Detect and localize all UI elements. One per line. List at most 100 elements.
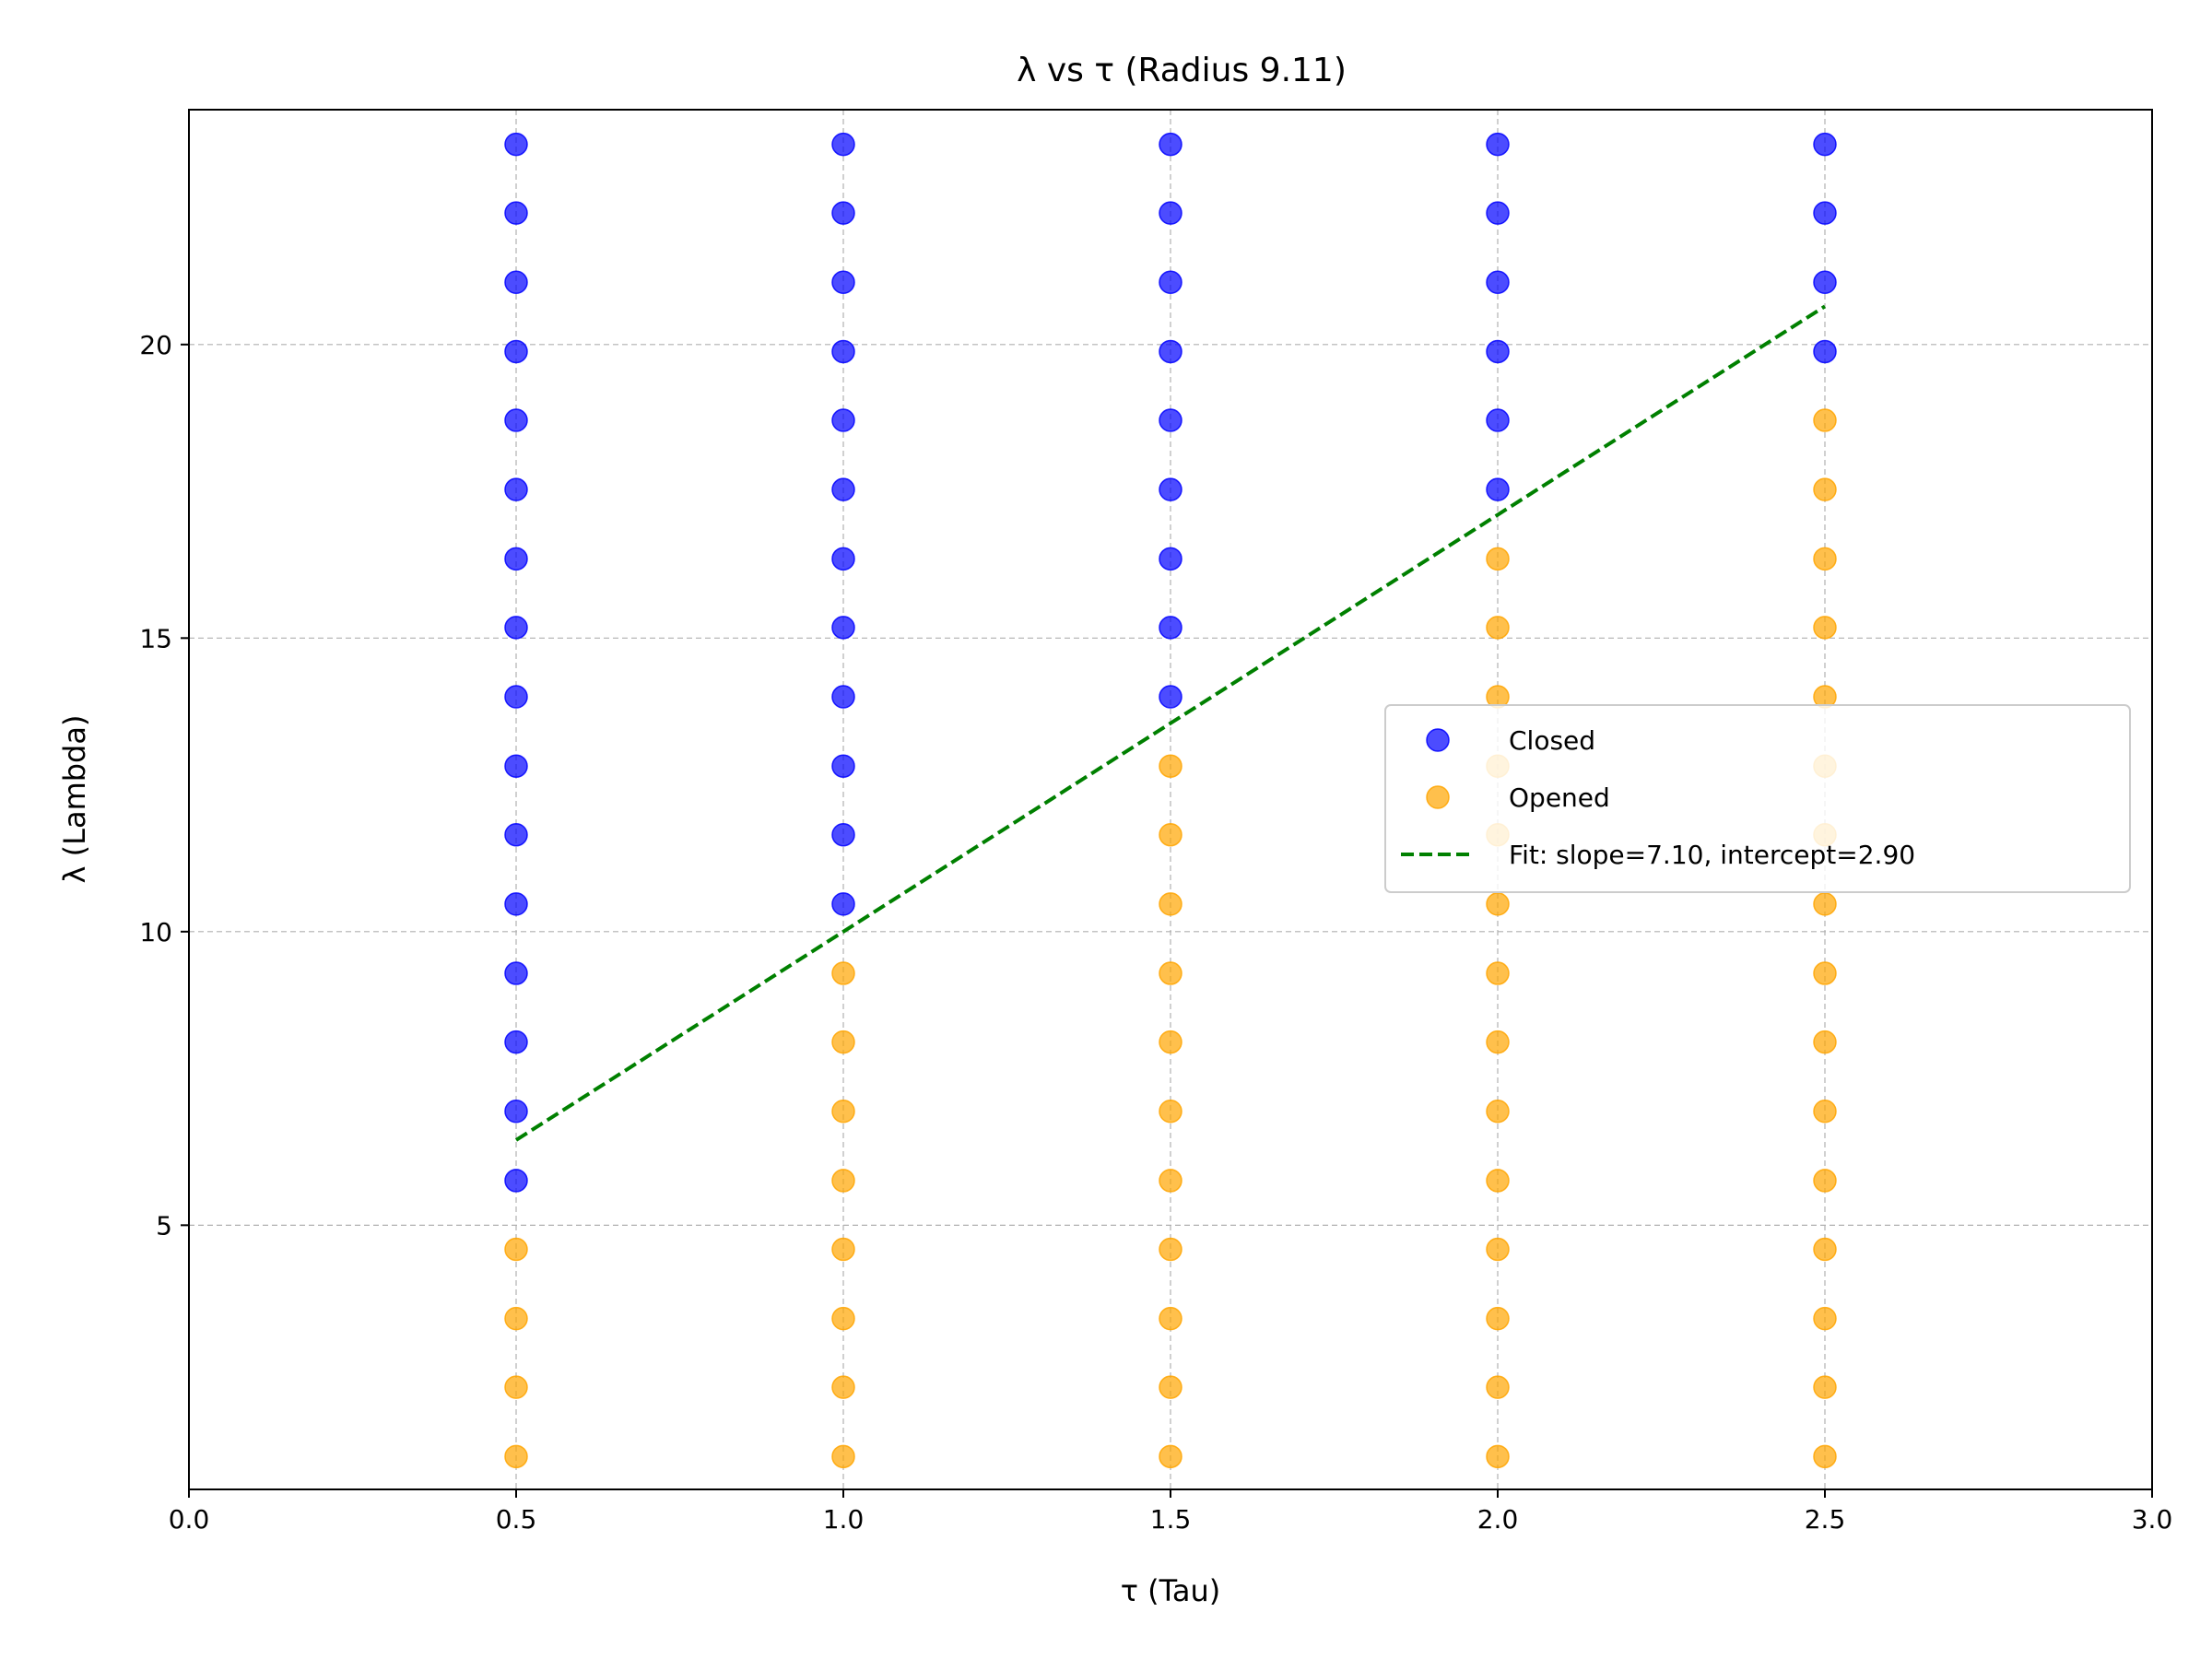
point-closed	[831, 339, 855, 364]
x-tick-label: 2.5	[1805, 1504, 1846, 1535]
point-opened	[1159, 1169, 1182, 1193]
point-opened	[831, 1030, 855, 1054]
chart-title: λ vs τ (Radius 9.11)	[1017, 52, 1347, 89]
point-closed	[1159, 339, 1182, 364]
point-opened	[1813, 408, 1837, 432]
point-opened	[1159, 1375, 1182, 1399]
point-opened	[831, 1100, 855, 1124]
legend-item-closed: Closed	[1426, 725, 1595, 756]
point-closed	[831, 754, 855, 778]
point-closed	[831, 547, 855, 571]
point-opened	[831, 1306, 855, 1331]
point-closed	[1813, 270, 1837, 295]
data-points	[504, 132, 1837, 1469]
fit-line-layer	[514, 304, 1827, 1142]
point-opened	[1486, 1030, 1510, 1054]
point-opened	[1159, 1306, 1182, 1331]
point-opened	[1486, 1306, 1510, 1331]
point-closed	[831, 132, 855, 157]
fit-line	[514, 304, 1827, 1142]
point-closed	[504, 822, 528, 847]
point-closed	[504, 408, 528, 432]
point-closed	[1813, 132, 1837, 157]
point-opened	[1486, 547, 1510, 571]
legend-item-opened: Opened	[1426, 782, 1610, 813]
point-closed	[1486, 339, 1510, 364]
point-closed	[504, 892, 528, 916]
point-opened	[831, 1444, 855, 1469]
y-tick-label: 20	[139, 330, 172, 360]
point-opened	[1813, 1169, 1837, 1193]
point-closed	[1486, 270, 1510, 295]
point-closed	[1486, 201, 1510, 225]
point-closed	[1486, 408, 1510, 432]
point-closed	[831, 201, 855, 225]
legend-label: Opened	[1509, 782, 1610, 813]
point-opened	[1159, 1444, 1182, 1469]
point-closed	[831, 477, 855, 501]
point-closed	[504, 1100, 528, 1124]
point-opened	[504, 1375, 528, 1399]
point-closed	[831, 408, 855, 432]
point-closed	[1159, 616, 1182, 640]
axis-ticks: 0.0 0.5 1.0 1.5 2.0 2.5 3.0 5 10 15 20	[139, 330, 2172, 1535]
x-axis-label: τ (Tau)	[1121, 1573, 1221, 1608]
point-closed	[504, 1030, 528, 1054]
point-closed	[1159, 477, 1182, 501]
x-tick-label: 3.0	[2132, 1504, 2173, 1535]
legend-box	[1384, 704, 2131, 893]
point-opened	[831, 1237, 855, 1262]
y-tick-label: 15	[139, 623, 172, 653]
point-opened	[1486, 1100, 1510, 1124]
point-opened	[1159, 1100, 1182, 1124]
point-opened	[504, 1444, 528, 1469]
point-opened	[1813, 1237, 1837, 1262]
point-closed	[831, 616, 855, 640]
point-opened	[831, 1375, 855, 1399]
point-opened	[1159, 1237, 1182, 1262]
point-closed	[504, 132, 528, 157]
point-opened	[1813, 616, 1837, 640]
point-closed	[504, 1169, 528, 1193]
x-tick-label: 0.0	[169, 1504, 210, 1535]
point-opened	[504, 1306, 528, 1331]
point-closed	[504, 477, 528, 501]
point-opened	[1159, 1030, 1182, 1054]
legend-label: Fit: slope=7.10, intercept=2.90	[1509, 840, 1915, 870]
point-opened	[1813, 477, 1837, 501]
y-axis-label: λ (Lambda)	[57, 715, 92, 884]
series-closed	[504, 132, 1837, 1193]
point-closed	[831, 892, 855, 916]
point-opened	[1813, 1100, 1837, 1124]
point-opened	[1486, 892, 1510, 916]
point-opened	[1813, 961, 1837, 985]
x-tick-label: 1.5	[1150, 1504, 1192, 1535]
y-tick-label: 5	[156, 1210, 172, 1241]
y-tick-label: 10	[139, 917, 172, 947]
point-opened	[831, 961, 855, 985]
point-closed	[504, 754, 528, 778]
point-opened	[831, 1169, 855, 1193]
point-opened	[1159, 754, 1182, 778]
x-tick-label: 0.5	[496, 1504, 537, 1535]
point-opened	[1813, 1306, 1837, 1331]
point-closed	[1159, 270, 1182, 295]
x-tick-label: 2.0	[1477, 1504, 1519, 1535]
point-opened	[1813, 892, 1837, 916]
point-opened	[1813, 1444, 1837, 1469]
legend-item-fit: Fit: slope=7.10, intercept=2.90	[1401, 840, 1915, 870]
point-opened	[1486, 1237, 1510, 1262]
point-closed	[1159, 547, 1182, 571]
point-opened	[1486, 1375, 1510, 1399]
point-opened	[1486, 1444, 1510, 1469]
point-opened	[1486, 1169, 1510, 1193]
point-closed	[1486, 477, 1510, 501]
point-closed	[504, 616, 528, 640]
point-closed	[831, 822, 855, 847]
point-closed	[504, 547, 528, 571]
point-closed	[831, 685, 855, 709]
x-tick-label: 1.0	[823, 1504, 865, 1535]
point-closed	[504, 270, 528, 295]
point-closed	[1813, 201, 1837, 225]
